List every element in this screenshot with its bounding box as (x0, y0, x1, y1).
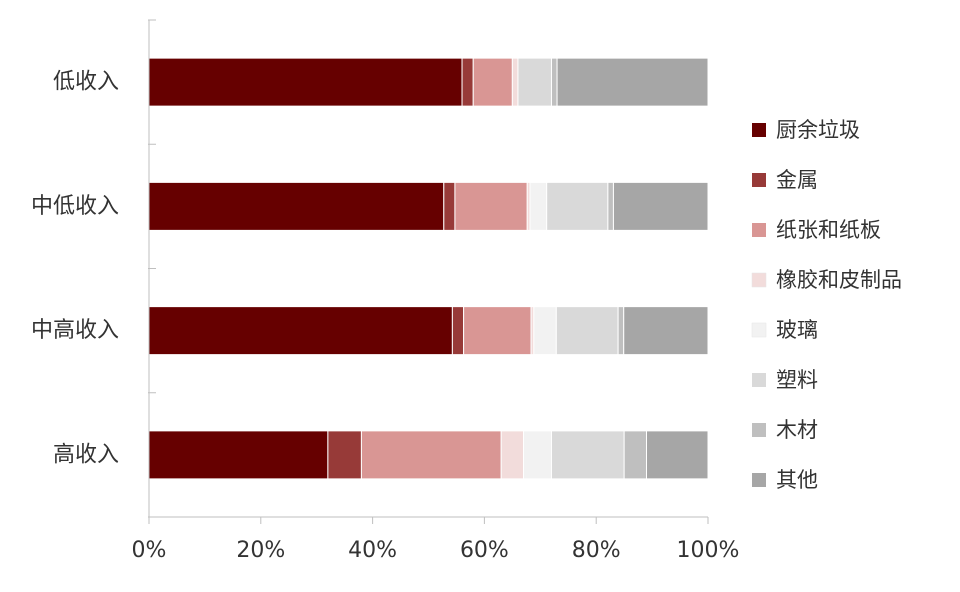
bar-segment (454, 181, 528, 231)
legend-label: 橡胶和皮制品 (776, 268, 902, 292)
bar-segment (148, 306, 453, 356)
bar-segment (463, 306, 532, 356)
bar-segment (546, 181, 609, 231)
legend-label: 厨余垃圾 (776, 118, 860, 142)
bar-segment (550, 57, 558, 107)
category-label: 中低收入 (31, 194, 119, 219)
legend-swatch (751, 272, 767, 288)
x-tick-label: 80% (572, 538, 621, 563)
category-label: 中高收入 (31, 318, 119, 343)
bars-layer (148, 57, 709, 480)
bar-segment (623, 430, 648, 480)
bar-segment (533, 306, 557, 356)
bar-segment (529, 181, 548, 231)
bar-segment (646, 430, 709, 480)
bar-segment (511, 57, 519, 107)
legend-label: 木材 (776, 418, 818, 442)
legend-swatch (751, 322, 767, 338)
bar-segment (451, 306, 465, 356)
legend-label: 纸张和纸板 (776, 218, 881, 242)
bar-segment (612, 181, 709, 231)
legend-label: 玻璃 (776, 318, 818, 342)
bar-segment (461, 57, 474, 107)
bar-segment (500, 430, 525, 480)
bar-segment (148, 181, 445, 231)
bar-segment (148, 57, 463, 107)
legend-swatch (752, 373, 766, 387)
x-tick-label: 60% (460, 538, 509, 563)
category-label: 高收入 (53, 442, 119, 467)
bar-segment (617, 306, 625, 356)
bar-segment (623, 306, 709, 356)
legend-label: 塑料 (776, 368, 818, 392)
legend-swatch (752, 473, 766, 487)
legend-swatch (752, 173, 766, 187)
bar-segment (555, 306, 619, 356)
bar-segment (443, 181, 456, 231)
bar-segment (472, 57, 513, 107)
category-label: 低收入 (53, 70, 119, 95)
bar-segment (550, 430, 625, 480)
bar-segment (607, 181, 614, 231)
legend-swatch (752, 223, 766, 237)
bar-segment (556, 57, 709, 107)
bar-segment (523, 430, 552, 480)
legend-label: 其他 (776, 468, 818, 492)
x-tick-label: 100% (677, 538, 740, 563)
bar-segment (148, 430, 329, 480)
legend-swatch (752, 423, 766, 437)
bar-segment (327, 430, 362, 480)
bar-segment (360, 430, 502, 480)
x-tick-label: 20% (236, 538, 285, 563)
x-tick-label: 40% (348, 538, 397, 563)
bar-segment (517, 57, 552, 107)
legend-label: 金属 (776, 168, 818, 192)
legend-swatch (752, 123, 766, 137)
x-tick-label: 0% (132, 538, 167, 563)
